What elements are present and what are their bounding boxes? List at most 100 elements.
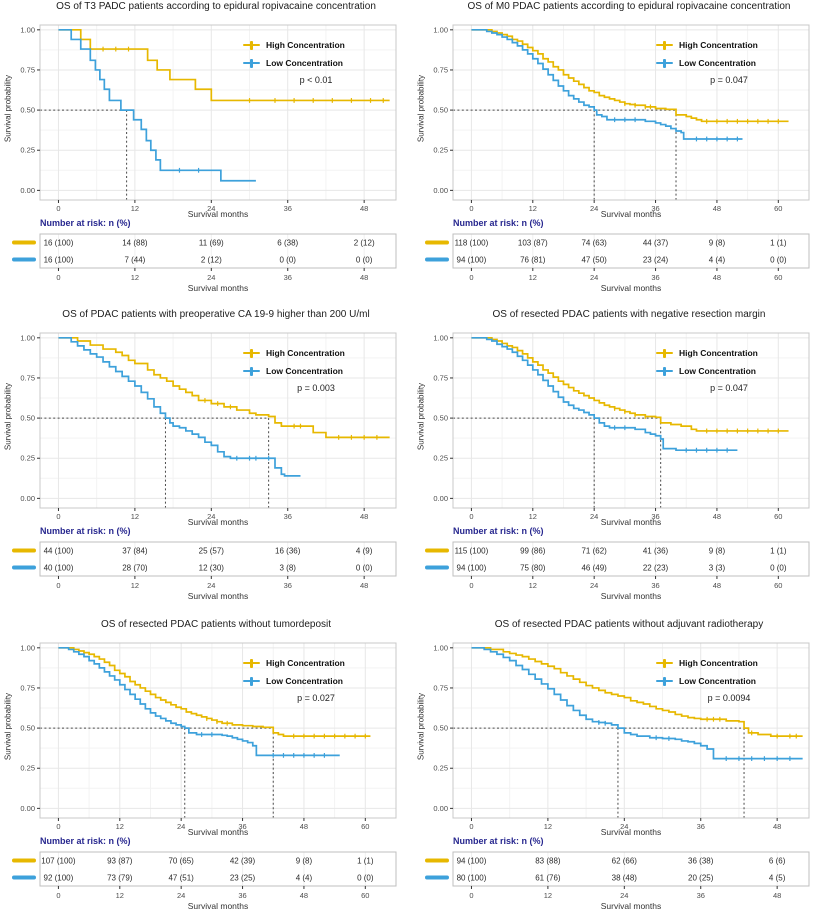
risk-x-tick-label: 24 <box>620 891 628 900</box>
km-plot-canvas: 1.00 0.75 0.50 0.25 0.00 0 12 24 36 48 44 (100) 37 … <box>12 332 397 590</box>
p-value-label: p = 0.047 <box>710 75 748 85</box>
legend-item-high: High Concentration <box>243 654 389 672</box>
y-tick-label: 0.50 <box>433 106 448 115</box>
y-tick-label: 0.75 <box>20 683 35 692</box>
x-tick-label: 0 <box>56 822 60 831</box>
y-tick-label: 0.50 <box>20 414 35 423</box>
y-tick-label: 0.25 <box>433 764 448 773</box>
x-axis-label: Survival months <box>600 209 662 219</box>
legend: High Concentration Low Concentration <box>243 36 389 72</box>
risk-x-axis-label: Survival months <box>600 283 662 293</box>
legend-item-low: Low Concentration <box>656 672 802 690</box>
km-curve-high <box>58 336 390 439</box>
x-axis-label: Survival months <box>600 827 662 837</box>
y-tick-label: 0.75 <box>20 65 35 74</box>
y-tick-label: 0.75 <box>20 373 35 382</box>
panel-title: OS of PDAC patients with preoperative CA… <box>62 309 370 320</box>
risk-table-border <box>452 233 810 269</box>
risk-value: 3 (3) <box>709 563 726 572</box>
y-tick-label: 0.50 <box>20 106 35 115</box>
km-panel: OS of resected PDAC patients with negati… <box>413 308 825 615</box>
legend-label-high: High Concentration <box>266 40 345 50</box>
risk-x-tick-label: 24 <box>177 891 185 900</box>
panel-title: OS of T3 PADC patients according to epid… <box>56 1 376 12</box>
legend-key-low-icon <box>243 676 260 686</box>
x-tick-label: 36 <box>284 204 292 213</box>
x-tick-label: 24 <box>620 822 628 831</box>
risk-value: 1 (1) <box>770 238 787 247</box>
risk-value: 1 (1) <box>770 546 787 555</box>
km-curve-high <box>471 646 803 737</box>
legend-label-low: Low Concentration <box>266 58 343 68</box>
risk-value: 0 (0) <box>356 563 373 572</box>
y-tick-label: 1.00 <box>20 25 35 34</box>
risk-value: 38 (48) <box>612 873 638 882</box>
risk-x-tick-label: 24 <box>207 581 215 590</box>
risk-value: 36 (38) <box>688 856 714 865</box>
x-tick-label: 60 <box>774 204 782 213</box>
x-tick-label: 36 <box>651 512 659 521</box>
plot-border <box>452 332 810 509</box>
risk-value: 70 (65) <box>168 856 194 865</box>
risk-value: 0 (0) <box>357 873 374 882</box>
km-plot-canvas: 1.00 0.75 0.50 0.25 0.00 0 12 24 36 48 60 115 (100)… <box>425 332 810 590</box>
x-axis-label: Survival months <box>187 517 249 527</box>
risk-x-tick-label: 0 <box>56 581 60 590</box>
risk-value: 3 (8) <box>280 563 297 572</box>
risk-value: 73 (79) <box>107 873 133 882</box>
risk-value: 14 (88) <box>122 238 148 247</box>
y-tick-label: 0.25 <box>20 146 35 155</box>
risk-x-axis-label: Survival months <box>187 901 249 911</box>
risk-value: 4 (4) <box>296 873 313 882</box>
y-tick-label: 0.00 <box>433 186 448 195</box>
panel-title: OS of resected PDAC patients without adj… <box>494 619 764 630</box>
y-tick-label: 0.50 <box>433 414 448 423</box>
risk-value: 25 (57) <box>199 546 225 555</box>
y-axis-label: Survival probability <box>3 692 13 761</box>
km-curve-high <box>58 28 390 102</box>
p-value-label: p = 0.0094 <box>707 693 751 703</box>
y-tick-label: 1.00 <box>20 643 35 652</box>
legend-item-high: High Concentration <box>656 654 802 672</box>
risk-value: 22 (23) <box>643 563 669 572</box>
legend: High Concentration Low Concentration <box>656 36 802 72</box>
legend-item-high: High Concentration <box>243 344 389 362</box>
risk-x-axis-label: Survival months <box>187 283 249 293</box>
risk-x-tick-label: 0 <box>56 273 60 282</box>
risk-x-tick-label: 48 <box>713 581 721 590</box>
risk-x-tick-label: 0 <box>469 891 473 900</box>
x-axis-label: Survival months <box>187 209 249 219</box>
p-value-label: p < 0.01 <box>299 75 333 85</box>
risk-value: 12 (30) <box>199 563 225 572</box>
risk-value: 16 (36) <box>275 546 301 555</box>
risk-value: 44 (100) <box>44 546 74 555</box>
x-tick-label: 24 <box>207 204 215 213</box>
risk-value: 94 (100) <box>457 563 487 572</box>
risk-x-tick-label: 36 <box>651 273 659 282</box>
plot-background <box>453 333 809 508</box>
x-tick-label: 12 <box>544 822 552 831</box>
risk-value: 37 (84) <box>122 546 148 555</box>
legend-item-high: High Concentration <box>243 36 389 54</box>
risk-value: 75 (80) <box>520 563 546 572</box>
x-tick-label: 60 <box>774 512 782 521</box>
panel-title: OS of resected PDAC patients without tum… <box>100 619 332 630</box>
y-axis-label: Survival probability <box>416 74 426 143</box>
x-tick-label: 24 <box>590 512 598 521</box>
x-tick-label: 60 <box>361 822 369 831</box>
km-plot-canvas: 1.00 0.75 0.50 0.25 0.00 0 12 24 36 48 60 107 (100)… <box>12 642 397 900</box>
y-tick-label: 0.25 <box>433 146 448 155</box>
y-tick-label: 0.75 <box>433 683 448 692</box>
km-panel: OS of M0 PDAC patients according to epid… <box>413 0 825 307</box>
km-plot-canvas: 1.00 0.75 0.50 0.25 0.00 0 12 24 36 48 94 (100) 83 … <box>425 642 810 900</box>
risk-x-tick-label: 0 <box>56 891 60 900</box>
risk-value: 94 (100) <box>457 255 487 264</box>
risk-x-tick-label: 36 <box>284 581 292 590</box>
risk-value: 16 (100) <box>44 255 74 264</box>
risk-x-tick-label: 48 <box>713 273 721 282</box>
y-tick-label: 0.75 <box>433 65 448 74</box>
risk-value: 44 (37) <box>643 238 669 247</box>
legend: High Concentration Low Concentration <box>656 344 802 380</box>
risk-value: 16 (100) <box>44 238 74 247</box>
